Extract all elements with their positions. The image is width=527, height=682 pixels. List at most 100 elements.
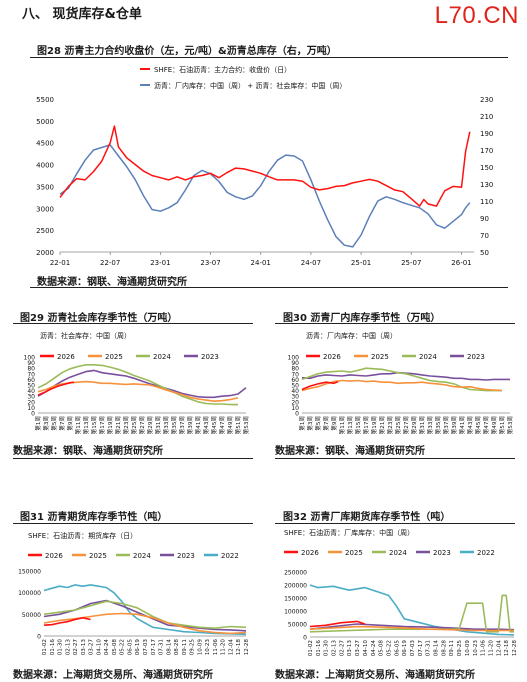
fig29-y-tick: 40 bbox=[27, 388, 35, 395]
fig29-y-tick: 20 bbox=[27, 399, 35, 406]
fig30-x-tick: 第39周 bbox=[450, 416, 458, 434]
fig30-x-tick: 第9周 bbox=[330, 416, 338, 431]
fig32-x-tick: 12-04 bbox=[496, 640, 502, 657]
fig29-y-tick: 30 bbox=[27, 394, 35, 401]
fig30-x-tick: 第29周 bbox=[410, 416, 418, 434]
fig32-x-tick: 01-02 bbox=[308, 640, 314, 656]
fig29-y-tick: 60 bbox=[27, 377, 35, 384]
fig30-x-tick: 第31周 bbox=[418, 416, 426, 434]
fig28-source: 数据来源：钢联、海通期货研究所 bbox=[37, 277, 187, 288]
fig32-x-tick: 12-18 bbox=[504, 640, 510, 657]
fig32-legend-label-2024: 2024 bbox=[389, 549, 407, 557]
fig32-x-tick: 11-20 bbox=[489, 640, 495, 657]
fig31-top-rule bbox=[13, 523, 253, 524]
fig31-x-tick: 05-22 bbox=[120, 639, 126, 655]
fig28-yleft-tick: 3500 bbox=[36, 183, 54, 191]
fig30-y-tick: 90 bbox=[291, 360, 299, 367]
fig28-series-inventory-line bbox=[59, 144, 471, 248]
fig28-x-tick: 22-07 bbox=[100, 259, 120, 267]
fig28-x-tick: 24-01 bbox=[251, 259, 271, 267]
fig30-source: 数据来源：钢联、海通期货研究所 bbox=[275, 446, 425, 457]
fig31-x-tick: 02-27 bbox=[73, 639, 79, 656]
fig30-x-tick: 第49周 bbox=[490, 416, 498, 434]
fig30-top-rule bbox=[275, 323, 515, 324]
fig29-source: 数据来源：钢联、海通期货研究所 bbox=[13, 446, 163, 457]
fig28-x-tick: 22-01 bbox=[50, 259, 70, 267]
fig32-x-tick: 02-27 bbox=[339, 640, 345, 657]
fig29-y-tick: 10 bbox=[27, 405, 35, 412]
fig30-legend-label-2024: 2024 bbox=[419, 353, 437, 361]
fig28-yright-tick: 90 bbox=[480, 215, 489, 223]
fig32-legend-label-2023: 2023 bbox=[433, 549, 451, 557]
fig29-x-tick: 第27周 bbox=[138, 416, 146, 434]
fig28-yleft-tick: 4500 bbox=[36, 140, 54, 148]
fig31-x-tick: 06-19 bbox=[135, 639, 141, 656]
fig31-series-2024-line bbox=[43, 600, 247, 629]
fig32-subtitle: SHFE：石油沥青：厂库库存：中国（周） bbox=[284, 528, 414, 537]
fig31-source: 数据来源：上海期货交易所、海通期货研究所 bbox=[13, 670, 213, 681]
fig29-x-tick: 第37周 bbox=[178, 416, 186, 434]
fig30-title: 图30 沥青厂内库存季节性（万吨） bbox=[283, 313, 441, 324]
fig30-x-tick: 第47周 bbox=[482, 416, 490, 434]
fig30-y-tick: 10 bbox=[291, 405, 299, 412]
fig28-x-tick: 23-01 bbox=[150, 259, 170, 267]
fig32-x-tick: 02-13 bbox=[332, 640, 338, 657]
fig32-x-tick: 08-28 bbox=[441, 640, 447, 657]
fig32-x-tick: 07-31 bbox=[426, 640, 432, 657]
fig30-y-tick: 50 bbox=[291, 383, 299, 390]
fig30-legend-label-2026: 2026 bbox=[323, 353, 341, 361]
fig30-y-tick: 60 bbox=[291, 377, 299, 384]
fig30-x-tick: 第27周 bbox=[402, 416, 410, 434]
fig28-yright-tick: 110 bbox=[480, 198, 493, 206]
fig32-series-2022-line bbox=[309, 584, 515, 636]
fig29-x-tick: 第33周 bbox=[162, 416, 170, 434]
fig29-x-tick: 第43周 bbox=[202, 416, 210, 434]
fig32-x-tick: 01-16 bbox=[316, 640, 322, 657]
fig31-x-tick: 01-30 bbox=[58, 639, 64, 656]
fig30-x-tick: 第43周 bbox=[466, 416, 474, 434]
fig28-x-tick: 25-07 bbox=[401, 259, 421, 267]
fig32-legend-label-2025: 2025 bbox=[345, 549, 363, 557]
fig31-subtitle: SHFE：石油沥青：期货库存（日） bbox=[28, 531, 137, 540]
fig28-yright-tick: 50 bbox=[480, 249, 489, 257]
fig32-y-tick: 0 bbox=[303, 635, 307, 642]
fig32-x-tick: 05-22 bbox=[387, 640, 393, 656]
fig31-series-2022-line bbox=[43, 584, 247, 636]
fig30-x-tick: 第19周 bbox=[370, 416, 378, 434]
fig28-legend-label-price: SHFE：石油沥青：主力合约：收盘价（日） bbox=[154, 65, 291, 74]
fig28-yleft-tick: 5500 bbox=[36, 96, 54, 104]
fig29-y-tick: 90 bbox=[27, 360, 35, 367]
fig28-legend-label-inventory: 沥青：厂内库存：中国（周） + 沥青：社会库存：中国（周） bbox=[154, 81, 346, 90]
fig30-x-tick: 第35周 bbox=[434, 416, 442, 434]
fig32-title: 图32 沥青厂库期货库存季节性（吨） bbox=[283, 512, 451, 523]
fig29-x-tick: 第51周 bbox=[234, 416, 242, 434]
fig29-subtitle: 沥青：社会库存：中国（周） bbox=[40, 331, 131, 340]
fig31-x-tick: 02-13 bbox=[65, 639, 71, 656]
fig31-legend-label-2026: 2026 bbox=[45, 552, 63, 560]
fig32-y-tick: 150000 bbox=[284, 596, 307, 603]
fig31-x-tick: 03-27 bbox=[89, 639, 95, 656]
fig32-series-2026-line bbox=[309, 620, 366, 628]
fig29-series-2024-line bbox=[37, 363, 238, 406]
fig30-y-tick: 70 bbox=[291, 371, 299, 378]
fig30-y-tick: 40 bbox=[291, 388, 299, 395]
fig29-bottom-rule bbox=[13, 458, 253, 459]
fig32-x-tick: 01-30 bbox=[324, 640, 330, 657]
fig29-x-tick: 第25周 bbox=[130, 416, 138, 434]
fig31-series-2026-line bbox=[43, 617, 91, 626]
fig29-x-tick: 第19周 bbox=[106, 416, 114, 434]
fig32-x-tick: 11-06 bbox=[481, 640, 487, 657]
fig32-x-tick: 10-23 bbox=[473, 640, 479, 657]
fig31-x-tick: 04-10 bbox=[96, 639, 102, 656]
fig31-legend-label-2023: 2023 bbox=[177, 552, 195, 560]
fig28-yright-tick: 210 bbox=[480, 113, 493, 121]
fig28-bottom-rule bbox=[30, 287, 508, 288]
fig30-x-tick: 第3周 bbox=[306, 416, 314, 431]
fig32-x-tick: 09-11 bbox=[449, 640, 455, 657]
fig28-x-tick: 26-01 bbox=[451, 259, 471, 267]
fig28-yright-tick: 150 bbox=[480, 164, 493, 172]
fig32-x-tick: 06-05 bbox=[394, 640, 400, 657]
fig28-x-tick: 23-07 bbox=[200, 259, 220, 267]
fig29-series-2026-line bbox=[37, 381, 75, 396]
fig30-y-tick: 20 bbox=[291, 399, 299, 406]
